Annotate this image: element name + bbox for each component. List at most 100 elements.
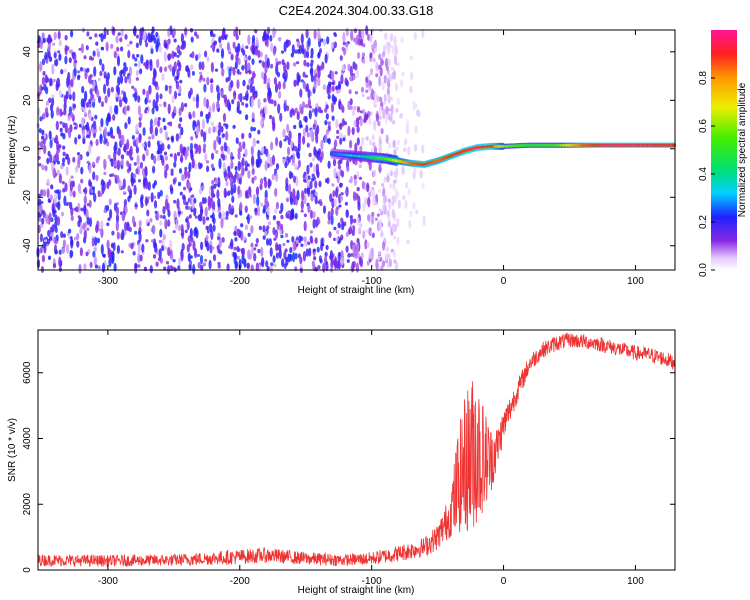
noise-cell bbox=[244, 160, 248, 169]
noise-cell bbox=[302, 178, 307, 183]
noise-cell bbox=[307, 204, 311, 214]
noise-cell bbox=[205, 234, 209, 242]
noise-cell bbox=[237, 93, 241, 101]
noise-cell bbox=[341, 64, 345, 72]
noise-cell bbox=[325, 113, 329, 120]
noise-cell bbox=[306, 131, 310, 138]
noise-cell bbox=[149, 59, 153, 66]
noise-cell bbox=[93, 246, 97, 253]
noise-cell bbox=[391, 71, 395, 80]
noise-cell bbox=[145, 179, 149, 190]
noise-cell bbox=[167, 144, 171, 150]
noise-cell bbox=[252, 46, 256, 52]
noise-cell bbox=[153, 200, 158, 209]
noise-cell bbox=[409, 55, 413, 61]
noise-cell bbox=[283, 138, 287, 142]
noise-cell bbox=[232, 66, 236, 76]
noise-cell bbox=[249, 215, 253, 220]
noise-cell bbox=[45, 100, 50, 106]
noise-cell bbox=[250, 264, 254, 271]
noise-cell bbox=[241, 101, 245, 106]
noise-cell bbox=[372, 195, 376, 206]
noise-cell bbox=[164, 155, 168, 161]
noise-cell bbox=[314, 107, 318, 117]
noise-cell bbox=[246, 213, 251, 225]
noise-cell bbox=[124, 96, 128, 104]
spectrogram-y-label: Frequency (Hz) bbox=[7, 116, 18, 185]
noise-cell bbox=[110, 242, 114, 248]
noise-cell bbox=[127, 116, 131, 125]
noise-cell bbox=[135, 69, 140, 76]
noise-cell bbox=[243, 56, 247, 61]
noise-cell bbox=[250, 126, 254, 132]
noise-cell bbox=[39, 116, 43, 122]
noise-cell bbox=[203, 83, 207, 93]
noise-cell bbox=[159, 228, 163, 238]
noise-cell bbox=[257, 149, 261, 160]
noise-cell bbox=[365, 114, 369, 119]
noise-cell bbox=[285, 183, 289, 192]
noise-cell bbox=[269, 247, 273, 257]
noise-cell bbox=[358, 256, 362, 266]
noise-cell bbox=[195, 54, 199, 61]
noise-cell bbox=[349, 106, 353, 110]
noise-cell bbox=[363, 118, 367, 124]
noise-cell bbox=[180, 45, 184, 50]
noise-cell bbox=[114, 105, 118, 115]
noise-cell bbox=[94, 264, 98, 269]
noise-cell bbox=[292, 240, 296, 252]
noise-cell bbox=[63, 195, 67, 206]
noise-cell bbox=[188, 162, 192, 173]
noise-cell bbox=[280, 234, 284, 239]
noise-cell bbox=[143, 141, 147, 152]
noise-cell bbox=[414, 125, 418, 135]
noise-cell bbox=[339, 55, 343, 61]
noise-cell bbox=[86, 151, 90, 157]
noise-cell bbox=[70, 215, 74, 222]
noise-cell bbox=[373, 39, 377, 49]
noise-cell bbox=[375, 73, 379, 78]
noise-cell bbox=[177, 265, 181, 271]
noise-cell bbox=[247, 34, 251, 45]
noise-cell bbox=[139, 68, 143, 75]
y-tick-label: 4000 bbox=[22, 427, 33, 450]
noise-cell bbox=[336, 171, 341, 177]
noise-cell bbox=[167, 246, 171, 257]
noise-cell bbox=[51, 94, 55, 98]
noise-cell bbox=[387, 45, 391, 55]
noise-cell bbox=[250, 97, 254, 108]
noise-cell bbox=[100, 227, 104, 239]
noise-cell bbox=[296, 114, 300, 121]
noise-cell bbox=[280, 50, 285, 54]
noise-cell bbox=[194, 31, 198, 37]
noise-cell bbox=[204, 50, 208, 58]
noise-cell bbox=[288, 130, 292, 141]
noise-cell bbox=[361, 93, 365, 98]
noise-cell bbox=[190, 136, 194, 141]
noise-cell bbox=[385, 94, 390, 101]
noise-cell bbox=[45, 86, 49, 95]
noise-cell bbox=[81, 116, 85, 127]
noise-cell bbox=[62, 151, 66, 157]
noise-cell bbox=[378, 115, 382, 120]
noise-cell bbox=[354, 142, 358, 153]
noise-cell bbox=[133, 184, 137, 195]
noise-cell bbox=[353, 174, 357, 181]
noise-cell bbox=[190, 237, 194, 243]
noise-cell bbox=[275, 252, 279, 259]
noise-cell bbox=[201, 61, 205, 71]
noise-cell bbox=[311, 157, 316, 162]
noise-cell bbox=[311, 177, 315, 182]
noise-cell bbox=[300, 33, 304, 45]
noise-cell bbox=[301, 101, 306, 109]
noise-cell bbox=[337, 164, 342, 170]
noise-cell bbox=[252, 85, 256, 96]
noise-cell bbox=[38, 198, 42, 206]
noise-cell bbox=[129, 40, 133, 45]
noise-cell bbox=[268, 179, 272, 187]
noise-cell bbox=[63, 107, 67, 116]
noise-cell bbox=[310, 238, 314, 244]
noise-cell bbox=[104, 95, 108, 104]
noise-cell bbox=[80, 166, 84, 175]
noise-cell bbox=[221, 133, 225, 138]
